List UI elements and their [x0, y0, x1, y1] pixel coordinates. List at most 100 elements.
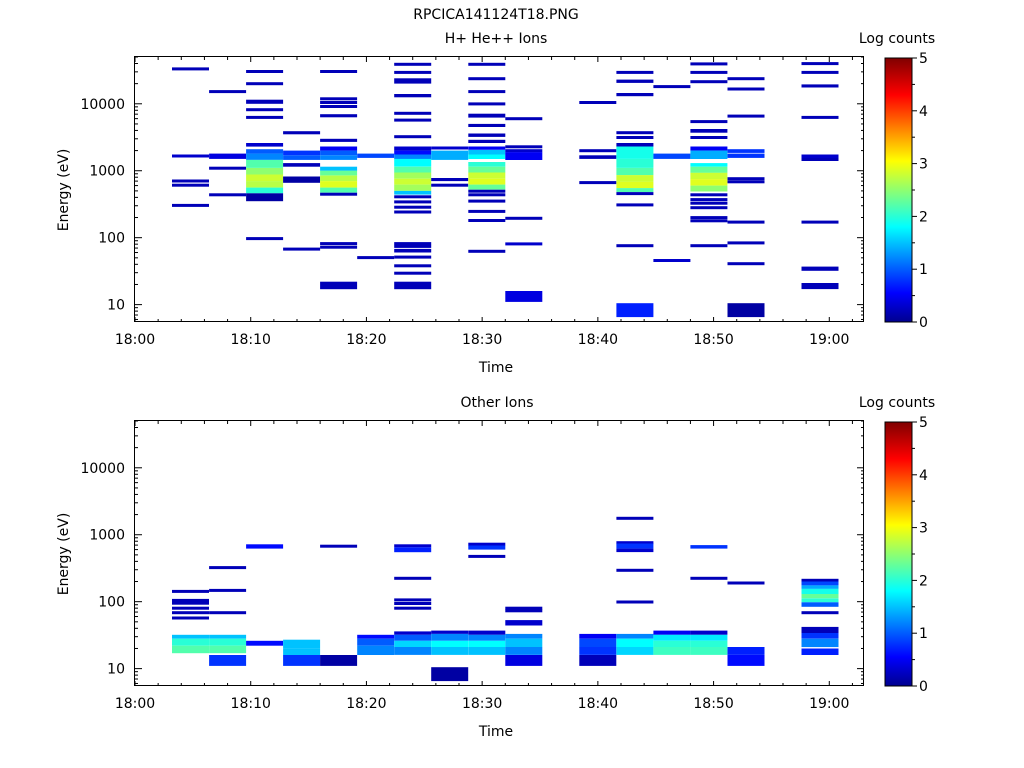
heatmap-cell — [283, 150, 321, 156]
heatmap-cell — [801, 598, 839, 603]
heatmap-cell — [579, 647, 617, 655]
colorbar-ticks: 0 1 2 3 4 5 — [912, 51, 928, 331]
heatmap-cell — [320, 105, 358, 108]
heatmap-cell — [320, 166, 358, 171]
heatmap-cell — [653, 85, 691, 89]
heatmap-cell — [468, 149, 506, 155]
x-tick-label: 18:30 — [462, 332, 502, 348]
heatmap-cell — [727, 262, 765, 266]
heatmap-cell — [246, 82, 284, 86]
heatmap-cell — [394, 150, 432, 155]
heatmap-cell — [246, 108, 284, 112]
heatmap-cell — [579, 181, 617, 185]
heatmap-cell — [468, 62, 506, 66]
heatmap-cell — [505, 152, 543, 160]
colorbar-tick-label: 2 — [919, 573, 928, 589]
heatmap-cell — [616, 143, 654, 147]
heatmap-cell — [394, 200, 432, 204]
heatmap-cell — [431, 667, 469, 682]
y-tick-label: 10000 — [80, 461, 125, 477]
heatmap-cell — [246, 181, 284, 188]
y-tick-label: 1000 — [89, 528, 125, 544]
heatmap-cell — [616, 600, 654, 604]
heatmap-cell — [172, 67, 209, 71]
heatmap-cell — [468, 162, 506, 167]
heatmap-cell — [246, 70, 284, 73]
plot-frame — [134, 56, 864, 322]
colorbar-tick-label: 5 — [919, 415, 928, 431]
heatmap-cell — [431, 630, 469, 634]
heatmap-cell — [616, 541, 654, 545]
x-tick-label: 18:10 — [231, 332, 271, 348]
heatmap-cell — [283, 176, 321, 183]
colorbar-tick-label: 4 — [919, 104, 928, 120]
heatmap-cell — [357, 645, 395, 655]
heatmap-cell — [394, 631, 432, 635]
heatmap-cell — [616, 131, 654, 135]
heatmap-cell — [468, 139, 506, 143]
heatmap-cell — [394, 135, 432, 139]
heatmap-cell — [320, 544, 358, 548]
heatmap-cell — [616, 181, 654, 189]
heatmap-cell — [394, 210, 432, 214]
heatmap-cell — [468, 542, 506, 546]
x-tick-label: 18:40 — [578, 332, 618, 348]
heatmap-cell — [690, 166, 728, 173]
heatmap-cell — [468, 184, 506, 190]
heatmap-cell — [394, 70, 432, 74]
heatmap-cell — [172, 606, 209, 610]
heatmap-cell — [468, 554, 506, 558]
x-tick-label: 18:20 — [346, 332, 386, 348]
heatmap-cell — [616, 146, 654, 159]
heatmap-cell — [690, 120, 728, 124]
heatmap-cell — [394, 184, 432, 191]
heatmap-cell — [653, 647, 691, 655]
heatmap-cell — [468, 178, 506, 185]
heatmap-cell — [394, 195, 432, 199]
heatmap-cell — [320, 155, 358, 160]
heatmap-cell — [801, 84, 839, 88]
heatmap-cell — [394, 190, 432, 195]
heatmap-cell — [690, 244, 728, 248]
colorbar-label: Log counts — [859, 31, 935, 47]
heatmap-cell — [579, 633, 617, 639]
heatmap-cell — [431, 150, 469, 160]
heatmap-cell — [690, 219, 728, 223]
heatmap-cell — [320, 655, 358, 666]
heatmap-cell — [468, 102, 506, 106]
heatmap-cell — [357, 638, 395, 646]
heatmap-cell — [320, 101, 358, 104]
heatmap-cell — [616, 516, 654, 520]
heatmap-cell — [653, 634, 691, 641]
heatmap-cell — [727, 77, 765, 81]
heatmap-cell — [801, 283, 839, 290]
y-axis-label: Energy (eV) — [56, 513, 72, 596]
heatmap-cell — [801, 588, 839, 594]
x-tick-label: 18:50 — [693, 696, 733, 712]
heatmap-cell — [172, 634, 209, 639]
heatmap-cell — [431, 178, 469, 182]
heatmap-cell — [801, 266, 839, 271]
heatmap-cell — [690, 172, 728, 180]
heatmap-cell — [505, 117, 543, 121]
colorbar-tick-label: 3 — [919, 157, 928, 173]
heatmap-cell — [209, 611, 247, 615]
heatmap-cell — [616, 168, 654, 176]
heatmap-cell — [727, 220, 765, 224]
heatmap-cell — [579, 101, 617, 104]
heatmap-cell — [209, 566, 247, 570]
heatmap-cell — [468, 199, 506, 203]
y-tick-label: 10 — [107, 298, 125, 314]
heatmap-cell — [394, 205, 432, 209]
heatmap-cell — [468, 172, 506, 179]
heatmap-cell — [283, 639, 321, 649]
heatmap-cell — [616, 175, 654, 182]
colorbar-tick-label: 2 — [919, 209, 928, 225]
heatmap-cell — [468, 545, 506, 550]
heatmap-cell — [616, 93, 654, 97]
heatmap-cell — [690, 216, 728, 220]
heatmap-cell — [616, 188, 654, 193]
heatmap-cell — [690, 163, 728, 167]
panel-title: Other Ions — [460, 395, 533, 411]
